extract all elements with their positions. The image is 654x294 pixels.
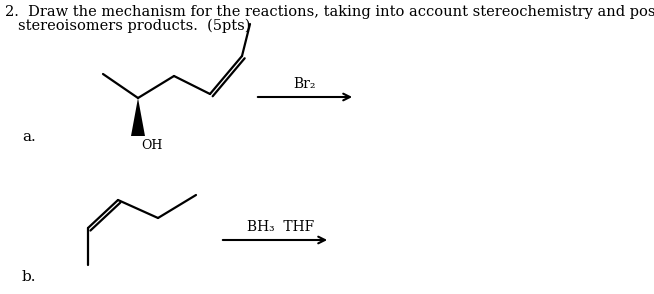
Text: 2.  Draw the mechanism for the reactions, taking into account stereochemistry an: 2. Draw the mechanism for the reactions,… — [5, 5, 654, 19]
Text: b.: b. — [22, 270, 37, 284]
Text: OH: OH — [141, 139, 162, 152]
Text: a.: a. — [22, 130, 36, 144]
Text: BH₃  THF: BH₃ THF — [247, 220, 315, 234]
Polygon shape — [131, 98, 145, 136]
Text: Br₂: Br₂ — [293, 77, 315, 91]
Text: stereoisomers products.  (5pts): stereoisomers products. (5pts) — [18, 19, 250, 34]
